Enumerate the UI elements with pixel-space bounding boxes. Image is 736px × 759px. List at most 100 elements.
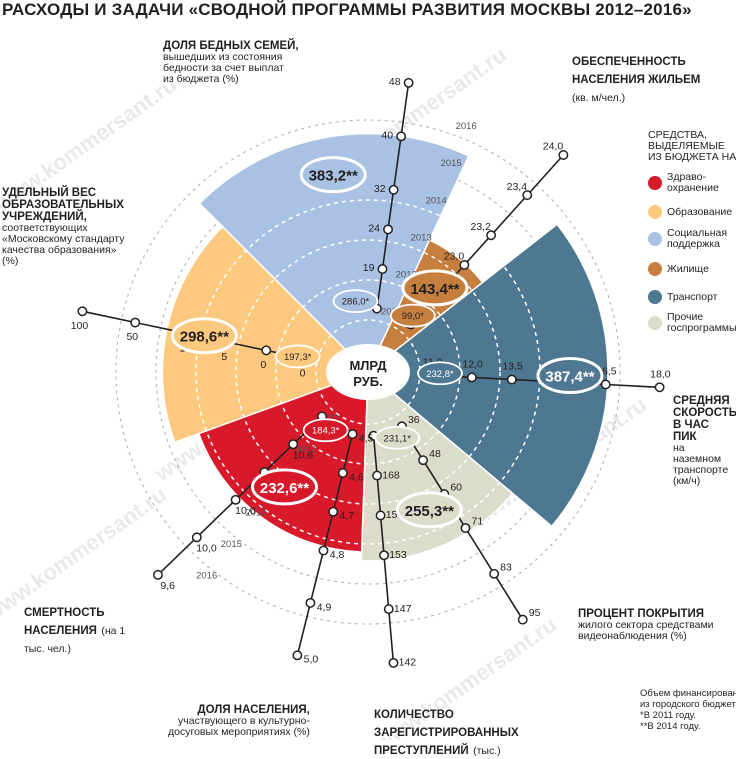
- budget-2014-pill: [401, 269, 469, 307]
- legend-title-line: ВЫДЕЛЯЕМЫЕ: [648, 140, 725, 152]
- indicator-value: 32: [374, 183, 386, 195]
- year-label: 2016: [456, 121, 477, 132]
- budget-2014-label: 255,3**: [405, 503, 454, 520]
- indicator-marker: [383, 224, 393, 235]
- indicator-marker: [305, 597, 316, 608]
- indicator-marker: [372, 470, 383, 481]
- legend-swatch: [648, 262, 662, 276]
- indicator-line-6: [157, 415, 323, 576]
- indicator-value: 48: [429, 448, 441, 460]
- caption-title: ОБЕСПЕЧЕННОСТЬ НАСЕЛЕНИЯ ЖИЛЬЕМ: [572, 56, 701, 86]
- indicator-value: 4,9: [317, 601, 332, 613]
- indicator-marker: [377, 264, 388, 274]
- year-label: 2012: [295, 444, 316, 455]
- budget-2014-label: 143,4**: [410, 281, 459, 298]
- footnote: Объем финансирования из городского бюдже…: [640, 688, 736, 732]
- footnote-line: из городского бюджета:: [640, 699, 736, 710]
- year-label: 2016: [196, 570, 217, 581]
- center-label-line: МЛРД: [349, 358, 387, 373]
- indicator-value: 13,5: [502, 361, 523, 373]
- caption-sub: бедности за счет выплат: [163, 62, 284, 74]
- caption-sub: соответствующих: [2, 222, 88, 234]
- indicator-marker: [460, 523, 471, 533]
- legend-swatch: [648, 316, 662, 330]
- caption-sub: досуговых мероприятиях (%): [168, 726, 310, 738]
- legend-swatch: [648, 290, 662, 304]
- indicator-value: 23,0: [444, 251, 465, 263]
- caption-sub: на наземном: [673, 442, 722, 465]
- indicator-value: 4,6: [349, 471, 364, 483]
- indicator-value: 18,0: [650, 368, 671, 380]
- caption-culture: ДОЛЯ НАСЕЛЕНИЯ, участвующего в культурно…: [168, 704, 310, 738]
- legend-item-social: Социальная поддержка: [648, 228, 736, 250]
- budget-sector-1: [161, 225, 370, 444]
- indicator-marker: [328, 506, 339, 517]
- budget-2014-pill: [395, 491, 463, 529]
- caption-title: УДЕЛЬНЫЙ ВЕС ОБРАЗОВАТЕЛЬНЫХ УЧРЕЖДЕНИЙ,: [2, 187, 124, 223]
- indicator-value: 12,0: [462, 358, 483, 370]
- indicator-value: 36: [408, 414, 420, 426]
- budget-2014-label: 383,2**: [309, 168, 358, 185]
- indicator-marker: [388, 184, 399, 195]
- caption-sub: участвующего в культурно-: [178, 715, 310, 727]
- indicator-line-5: [296, 433, 354, 656]
- caption-sub: видеонаблюдения (%): [578, 630, 687, 642]
- indicator-value: 4,7: [339, 510, 354, 522]
- legend-swatch: [648, 176, 662, 190]
- indicator-value: 95: [529, 607, 541, 619]
- budget-2014-label: 232,6**: [260, 480, 309, 497]
- indicator-value: 40: [381, 129, 393, 141]
- budget-2011-pill: [374, 425, 421, 450]
- caption-speed: СРЕДНЯЯ СКОРОСТЬ В ЧАС ПИК на наземном т…: [673, 395, 736, 487]
- budget-2011-label: 197,3*: [284, 352, 312, 363]
- caption-sub: вышедших из состояния: [163, 51, 283, 63]
- footnote-line: *В 2011 году.: [640, 710, 697, 721]
- budget-2011-label: 286,0*: [342, 297, 370, 308]
- indicator-value: 142: [399, 657, 417, 669]
- indicator-marker: [375, 510, 386, 521]
- indicator-marker: [558, 150, 569, 160]
- indicator-value: 9,6: [160, 580, 175, 592]
- indicator-marker: [292, 650, 303, 661]
- caption-sub: из бюджета (%): [163, 73, 239, 85]
- center-label-line: РУБ.: [353, 374, 383, 389]
- indicator-marker: [403, 77, 414, 88]
- legend-label: Прочие госпрограммы: [667, 311, 736, 334]
- budget-2011-label: 184,3*: [312, 426, 340, 437]
- caption-crimes: КОЛИЧЕСТВО ЗАРЕГИСТРИРОВАННЫХ ПРЕСТУПЛЕН…: [374, 705, 524, 759]
- indicator-value: 5: [221, 351, 227, 363]
- year-label: 2014: [245, 507, 266, 518]
- caption-housing: ОБЕСПЕЧЕННОСТЬ НАСЕЛЕНИЯ ЖИЛЬЕМ (кв. м/ч…: [572, 52, 702, 106]
- indicator-line-4: [372, 435, 395, 663]
- indicator-marker: [466, 372, 477, 383]
- legend-swatch: [648, 232, 662, 246]
- indicator-marker: [522, 190, 533, 201]
- indicator-value: 168: [382, 469, 400, 481]
- legend-label: Транспорт: [667, 290, 718, 303]
- indicator-marker: [77, 306, 88, 317]
- year-ring: [115, 119, 621, 625]
- indicator-line-0: [376, 82, 410, 309]
- legend-title: СРЕДСТВА, ВЫДЕЛЯЕМЫЕ ИЗ БЮДЖЕТА НА:: [648, 130, 736, 163]
- indicator-value: 0: [260, 359, 266, 371]
- indicator-marker: [288, 439, 299, 450]
- center-disc: [326, 344, 410, 400]
- indicator-line-2: [431, 374, 660, 389]
- indicator-marker: [130, 317, 141, 328]
- caption-sub: жилого сектора средствами: [578, 619, 714, 631]
- indicator-marker: [396, 131, 407, 142]
- indicator-value: 153: [389, 549, 407, 561]
- indicator-value: 24,0: [543, 141, 564, 153]
- legend-label: Здраво-охранение: [667, 171, 719, 194]
- indicator-marker: [388, 657, 399, 668]
- legend-swatch: [648, 205, 662, 219]
- caption-mortality: СМЕРТНОСТЬ НАСЕЛЕНИЯ (на 1 тыс. чел.): [24, 603, 134, 657]
- indicator-marker: [506, 374, 517, 385]
- legend-label: Жилище: [667, 262, 709, 275]
- indicator-marker: [517, 614, 528, 625]
- budget-2011-label: 99,0*: [402, 311, 424, 322]
- legend-label: Социальная поддержка: [667, 227, 728, 250]
- budget-labels: 184,3* 197,3* 286,0* 99,0* 232,8* 231,1* 232,6…: [170, 156, 604, 529]
- budget-2014-pill: [170, 317, 238, 355]
- indicator-marker: [489, 568, 500, 579]
